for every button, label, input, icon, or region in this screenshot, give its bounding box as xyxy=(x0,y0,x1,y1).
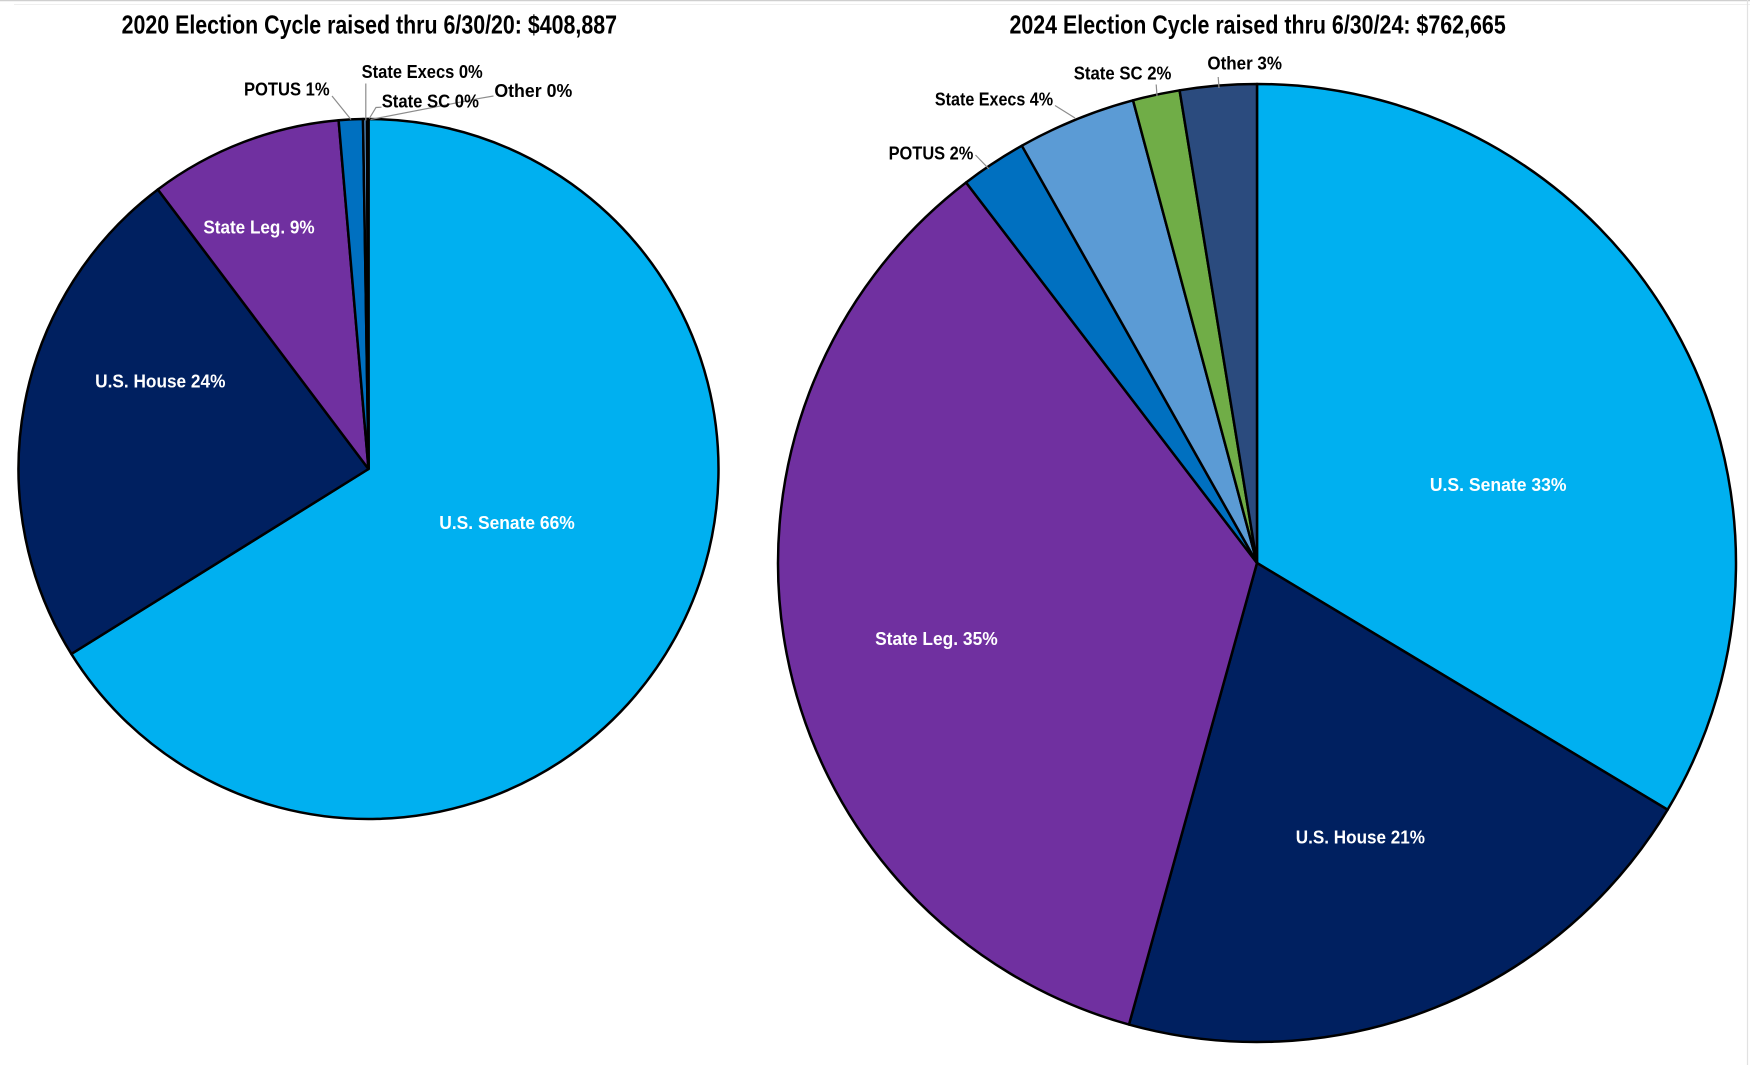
svg-text:U.S. House 21%: U.S. House 21% xyxy=(1296,828,1425,848)
svg-text:Other 3%: Other 3% xyxy=(1207,54,1282,74)
svg-text:U.S. House 24%: U.S. House 24% xyxy=(95,372,225,392)
svg-text:State Leg. 35%: State Leg. 35% xyxy=(875,629,998,649)
svg-text:Other 0%: Other 0% xyxy=(494,81,572,101)
svg-text:POTUS 2%: POTUS 2% xyxy=(889,144,974,164)
svg-text:2020 Election Cycle raised thr: 2020 Election Cycle raised thru 6/30/20:… xyxy=(122,10,617,40)
svg-text:State SC 2%: State SC 2% xyxy=(1074,64,1172,84)
svg-text:State Execs 4%: State Execs 4% xyxy=(935,90,1053,110)
svg-text:State Leg. 9%: State Leg. 9% xyxy=(203,218,314,238)
svg-text:POTUS 1%: POTUS 1% xyxy=(244,80,330,100)
svg-text:State SC 0%: State SC 0% xyxy=(382,92,479,112)
svg-text:2024 Election Cycle raised thr: 2024 Election Cycle raised thru 6/30/24:… xyxy=(1009,10,1505,40)
svg-text:U.S. Senate 66%: U.S. Senate 66% xyxy=(439,513,575,533)
svg-text:State Execs 0%: State Execs 0% xyxy=(362,62,483,82)
svg-text:U.S. Senate 33%: U.S. Senate 33% xyxy=(1430,475,1567,495)
